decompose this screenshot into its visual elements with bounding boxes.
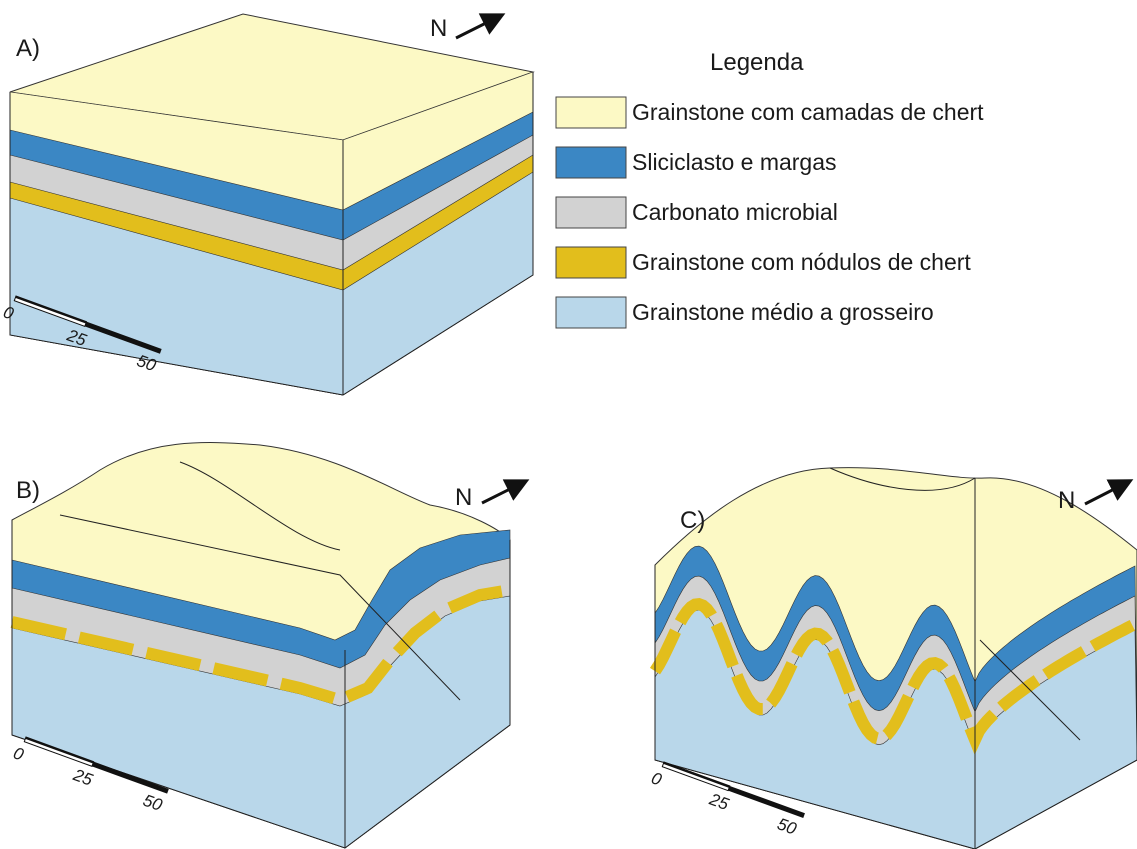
block-diagrams	[10, 14, 1137, 849]
legend-label: Carbonato microbial	[632, 199, 838, 225]
north-arrow	[1085, 482, 1128, 504]
legend-label: Grainstone com camadas de chert	[632, 99, 984, 125]
north-arrow	[482, 482, 524, 503]
legend-swatch	[556, 247, 626, 278]
legend-title: Legenda	[710, 49, 804, 76]
scale-label: 50	[140, 791, 165, 816]
legend-swatch	[556, 97, 626, 128]
north-arrow	[456, 16, 500, 38]
legend-swatch	[556, 197, 626, 228]
scale-label: 50	[775, 814, 800, 839]
scale-label: 25	[706, 789, 732, 814]
panel-label: B)	[16, 477, 40, 504]
scale-label: 0	[11, 743, 27, 764]
panel-label: A)	[16, 35, 40, 62]
legend-label: Grainstone médio a grosseiro	[632, 299, 934, 325]
north-label: N	[430, 15, 447, 42]
legend: Legenda Grainstone com camadas de chert …	[556, 49, 984, 328]
legend-swatch	[556, 147, 626, 178]
legend-label: Sliciclasto e margas	[632, 149, 837, 175]
north-label: N	[1058, 487, 1075, 514]
scale-label: 0	[649, 768, 665, 789]
panel-label: C)	[680, 507, 705, 534]
scale-label: 25	[70, 765, 96, 790]
north-label: N	[455, 484, 472, 511]
figure: A) B) C) N N N 0 25 50 0 25 50 0 25 50 L…	[0, 0, 1137, 849]
legend-label: Grainstone com nódulos de chert	[632, 249, 971, 275]
legend-swatch	[556, 297, 626, 328]
